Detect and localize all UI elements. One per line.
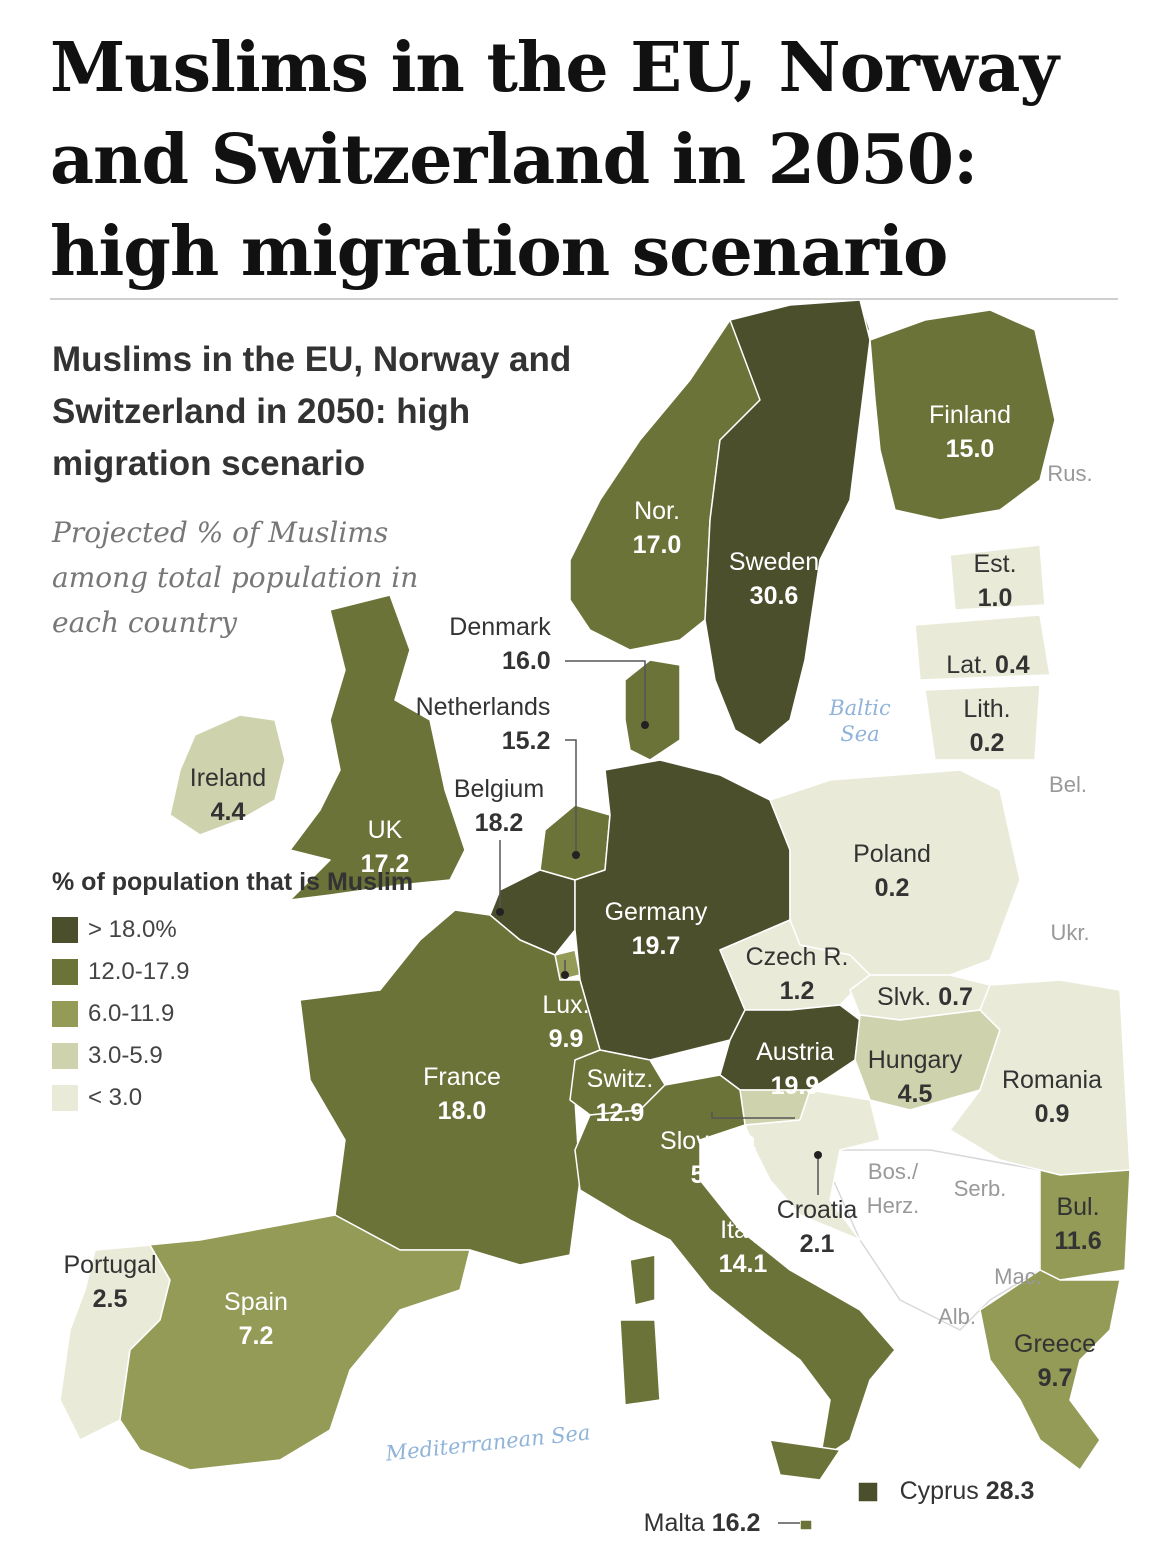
label-romania: Romania 0.9 bbox=[1001, 1066, 1103, 1128]
label-netherlands: Netherlands 15.2 bbox=[415, 693, 551, 755]
label-baltic-sea: Baltic Sea bbox=[829, 696, 891, 746]
label-finland: Finland 15.0 bbox=[929, 401, 1011, 463]
label-belarus: Bel. bbox=[1049, 772, 1087, 797]
country-finland bbox=[869, 309, 1056, 521]
label-slovakia: Slvk. 0.7 bbox=[877, 983, 973, 1011]
label-france: France 18.0 bbox=[423, 1063, 501, 1125]
country-croatia bbox=[744, 1089, 881, 1241]
country-italy bbox=[574, 1074, 896, 1461]
label-switzerland: Switz. 12.9 bbox=[586, 1065, 654, 1127]
leader-slovenia bbox=[711, 1112, 795, 1119]
label-poland: Poland 0.2 bbox=[853, 840, 931, 902]
label-hungary: Hungary 4.5 bbox=[867, 1046, 963, 1108]
label-norway: Nor. 17.0 bbox=[632, 497, 682, 559]
legend-item: 3.0-5.9 bbox=[52, 1035, 413, 1077]
country-sweden bbox=[704, 300, 871, 746]
label-denmark: Denmark 16.0 bbox=[449, 613, 551, 675]
label-malta: Malta 16.2 bbox=[643, 1509, 761, 1537]
headline: Muslims in the EU, Norway and Switzerlan… bbox=[50, 28, 1059, 292]
europe-map bbox=[59, 300, 1131, 1531]
label-greece: Greece 9.7 bbox=[1014, 1330, 1096, 1392]
legend-label: 3.0-5.9 bbox=[88, 1042, 163, 1069]
country-denmark bbox=[624, 659, 681, 761]
country-latvia bbox=[914, 614, 1051, 681]
label-germany: Germany 19.7 bbox=[604, 898, 708, 960]
region-russia bbox=[1059, 429, 1121, 511]
country-ireland bbox=[169, 714, 286, 836]
legend-swatch bbox=[52, 1085, 78, 1111]
legend-item: > 18.0% bbox=[52, 909, 413, 951]
country-italy-sicily bbox=[769, 1439, 841, 1481]
region-balkans bbox=[819, 1149, 1041, 1331]
label-ukraine: Ukr. bbox=[1050, 920, 1090, 945]
legend: % of population that is Muslim > 18.0% 1… bbox=[52, 866, 413, 1119]
label-albania: Alb. bbox=[938, 1304, 976, 1329]
label-uk: UK 17.2 bbox=[360, 816, 410, 878]
label-portugal: Portugal 2.5 bbox=[63, 1251, 157, 1313]
label-austria: Austria 19.9 bbox=[756, 1038, 834, 1100]
legend-label: 12.0-17.9 bbox=[88, 958, 190, 985]
leader-lines bbox=[499, 660, 819, 1524]
legend-swatch bbox=[52, 917, 78, 943]
legend-item: 12.0-17.9 bbox=[52, 951, 413, 993]
legend-title: % of population that is Muslim bbox=[52, 868, 414, 896]
country-spain bbox=[94, 1214, 471, 1471]
country-malta bbox=[799, 1519, 813, 1531]
country-italy-sardinia bbox=[619, 1319, 661, 1406]
map-title: Muslims in the EU, Norway and Switzerlan… bbox=[52, 340, 572, 483]
label-estonia: Est. 1.0 bbox=[973, 550, 1017, 612]
legend-swatch bbox=[52, 1001, 78, 1027]
map-subtitle: Projected % of Muslims among total popul… bbox=[52, 516, 419, 639]
legend-swatch bbox=[52, 1043, 78, 1069]
label-italy: Italy 14.1 bbox=[718, 1216, 768, 1278]
label-lithuania: Lith. 0.2 bbox=[963, 695, 1011, 757]
label-bosnia: Bos./ Herz. bbox=[866, 1159, 920, 1218]
country-france-corsica bbox=[629, 1254, 656, 1306]
legend-item: 6.0-11.9 bbox=[52, 993, 413, 1035]
label-bulgaria: Bul. 11.6 bbox=[1054, 1193, 1102, 1255]
legend-label: < 3.0 bbox=[88, 1084, 143, 1111]
country-cyprus-swatch bbox=[857, 1481, 879, 1503]
country-greece bbox=[979, 1269, 1121, 1471]
country-france bbox=[299, 909, 601, 1266]
label-belgium: Belgium 18.2 bbox=[453, 775, 545, 837]
leader-netherlands bbox=[565, 739, 577, 855]
label-spain: Spain 7.2 bbox=[224, 1288, 288, 1350]
label-serbia: Serb. bbox=[953, 1176, 1007, 1201]
legend-swatch bbox=[52, 959, 78, 985]
label-macedonia: Mac. bbox=[994, 1264, 1042, 1289]
label-slovenia: Slovenia 5.2 bbox=[660, 1127, 756, 1189]
legend-label: > 18.0% bbox=[88, 916, 177, 943]
legend-item: < 3.0 bbox=[52, 1077, 413, 1119]
country-lithuania bbox=[924, 684, 1041, 761]
label-latvia: Lat. 0.4 bbox=[946, 651, 1030, 679]
label-sweden: Sweden 30.6 bbox=[728, 548, 820, 610]
leader-denmark bbox=[565, 660, 646, 725]
divider bbox=[50, 298, 1118, 300]
label-ireland: Ireland 4.4 bbox=[189, 764, 267, 826]
country-uk bbox=[289, 594, 466, 901]
leader-dots bbox=[496, 721, 822, 1159]
country-netherlands bbox=[539, 804, 611, 881]
legend-label: 6.0-11.9 bbox=[88, 1000, 175, 1027]
label-luxembourg: Lux. 9.9 bbox=[542, 991, 590, 1053]
label-czech: Czech R. 1.2 bbox=[745, 943, 849, 1005]
label-croatia: Croatia 2.1 bbox=[776, 1196, 858, 1258]
label-russia: Rus. bbox=[1047, 461, 1093, 486]
country-estonia bbox=[949, 544, 1046, 611]
label-cyprus: Cyprus 28.3 bbox=[899, 1477, 1035, 1505]
